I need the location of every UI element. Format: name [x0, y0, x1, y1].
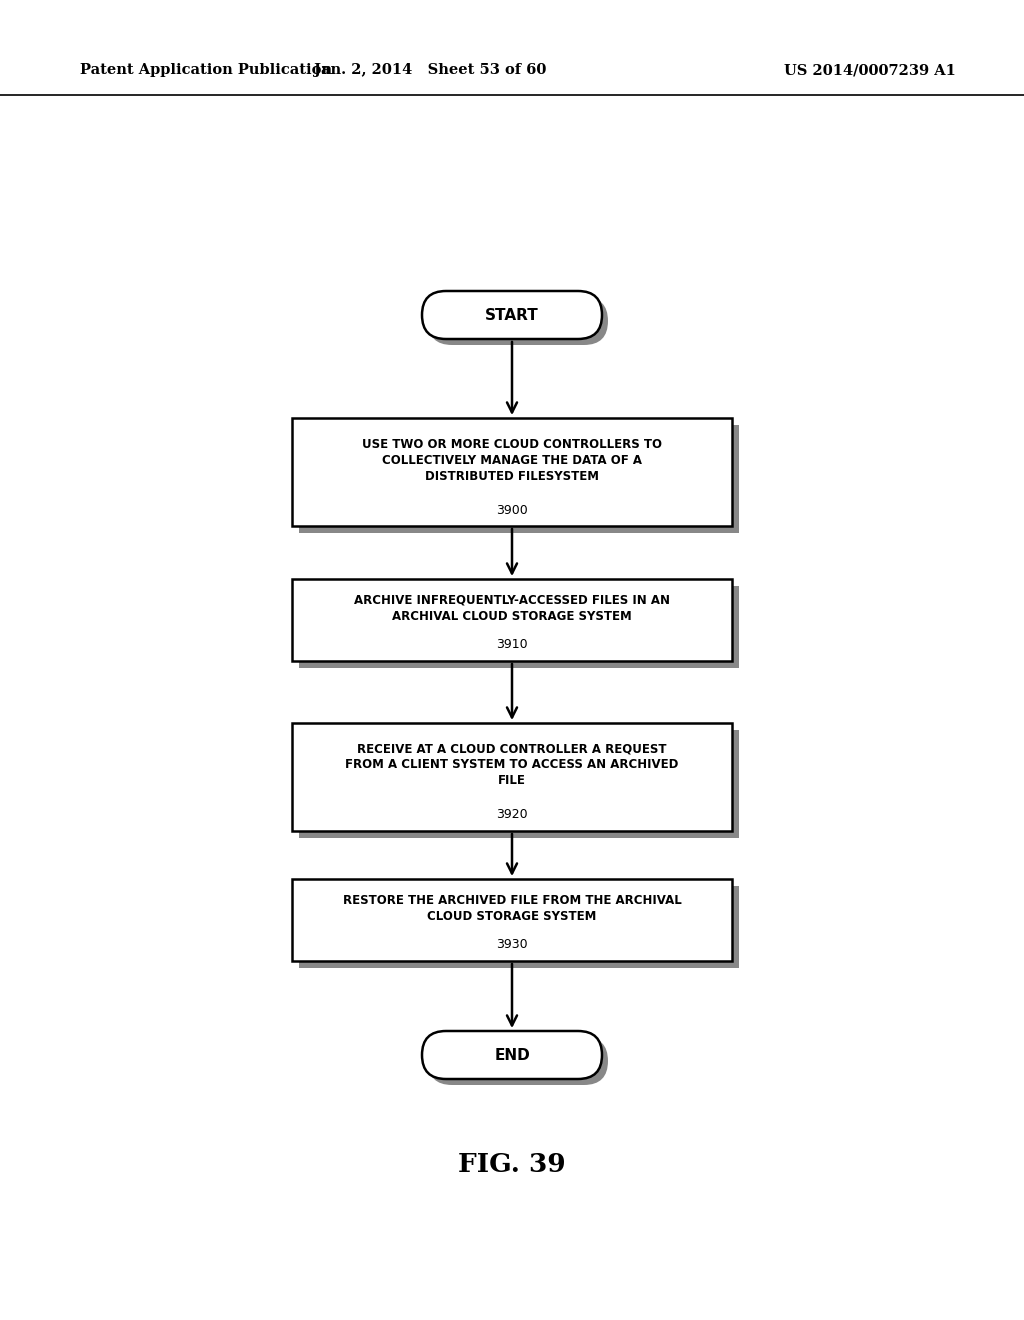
- Text: US 2014/0007239 A1: US 2014/0007239 A1: [784, 63, 956, 77]
- Bar: [299, 425, 739, 533]
- Text: 3900: 3900: [496, 503, 528, 516]
- Bar: [299, 586, 739, 668]
- FancyBboxPatch shape: [422, 290, 602, 339]
- Text: Patent Application Publication: Patent Application Publication: [80, 63, 332, 77]
- Bar: [292, 879, 732, 961]
- FancyBboxPatch shape: [422, 1031, 602, 1078]
- Text: USE TWO OR MORE CLOUD CONTROLLERS TO
COLLECTIVELY MANAGE THE DATA OF A
DISTRIBUT: USE TWO OR MORE CLOUD CONTROLLERS TO COL…: [362, 437, 662, 483]
- FancyBboxPatch shape: [428, 1038, 608, 1085]
- Text: 3930: 3930: [497, 939, 527, 952]
- FancyBboxPatch shape: [428, 297, 608, 345]
- Text: START: START: [485, 308, 539, 322]
- Text: ARCHIVE INFREQUENTLY-ACCESSED FILES IN AN
ARCHIVAL CLOUD STORAGE SYSTEM: ARCHIVE INFREQUENTLY-ACCESSED FILES IN A…: [354, 594, 670, 623]
- Bar: [292, 723, 732, 832]
- Bar: [292, 418, 732, 525]
- Text: RESTORE THE ARCHIVED FILE FROM THE ARCHIVAL
CLOUD STORAGE SYSTEM: RESTORE THE ARCHIVED FILE FROM THE ARCHI…: [343, 894, 681, 923]
- Bar: [299, 730, 739, 838]
- Text: RECEIVE AT A CLOUD CONTROLLER A REQUEST
FROM A CLIENT SYSTEM TO ACCESS AN ARCHIV: RECEIVE AT A CLOUD CONTROLLER A REQUEST …: [345, 742, 679, 788]
- Bar: [292, 579, 732, 661]
- Text: 3910: 3910: [497, 639, 527, 652]
- Text: END: END: [495, 1048, 529, 1063]
- Text: Jan. 2, 2014   Sheet 53 of 60: Jan. 2, 2014 Sheet 53 of 60: [313, 63, 546, 77]
- Text: 3920: 3920: [497, 808, 527, 821]
- Bar: [299, 886, 739, 968]
- Text: FIG. 39: FIG. 39: [458, 1152, 566, 1177]
